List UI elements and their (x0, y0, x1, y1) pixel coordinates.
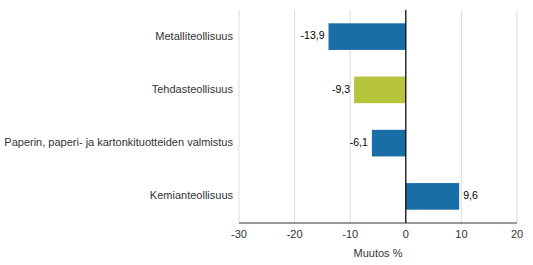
grid-line (517, 10, 518, 223)
tick-label: 0 (403, 228, 409, 240)
grid-line (294, 10, 295, 223)
grid-line (405, 10, 406, 223)
baseline (405, 10, 406, 223)
data-label: 9,6 (463, 189, 478, 201)
tick-label: 20 (511, 228, 523, 240)
bar (354, 77, 406, 104)
tick-label: -20 (287, 228, 303, 240)
bar (329, 23, 406, 50)
bar (372, 130, 406, 157)
tick-label: -30 (231, 228, 247, 240)
bar (406, 183, 459, 210)
data-label: -6,1 (350, 136, 368, 148)
x-axis-label: Muutos % (354, 247, 403, 259)
category-label: Kemianteollisuus (150, 189, 234, 201)
category-label: Tehdasteollisuus (152, 83, 234, 95)
category-label: Metalliteollisuus (155, 30, 233, 42)
chart: Kemianteollisuus Paperin, paperi- ja kart… (0, 0, 533, 265)
data-label: -13,9 (301, 29, 325, 41)
grid-line (461, 10, 462, 223)
category-label: Paperin, paperi- ja kartonkituotteiden v… (4, 136, 233, 148)
tick-label: 10 (455, 228, 467, 240)
grid-line (239, 10, 240, 223)
tick-label: -10 (342, 228, 358, 240)
x-axis-line (239, 223, 517, 224)
data-label: -9,3 (332, 83, 350, 95)
bars (329, 23, 460, 209)
